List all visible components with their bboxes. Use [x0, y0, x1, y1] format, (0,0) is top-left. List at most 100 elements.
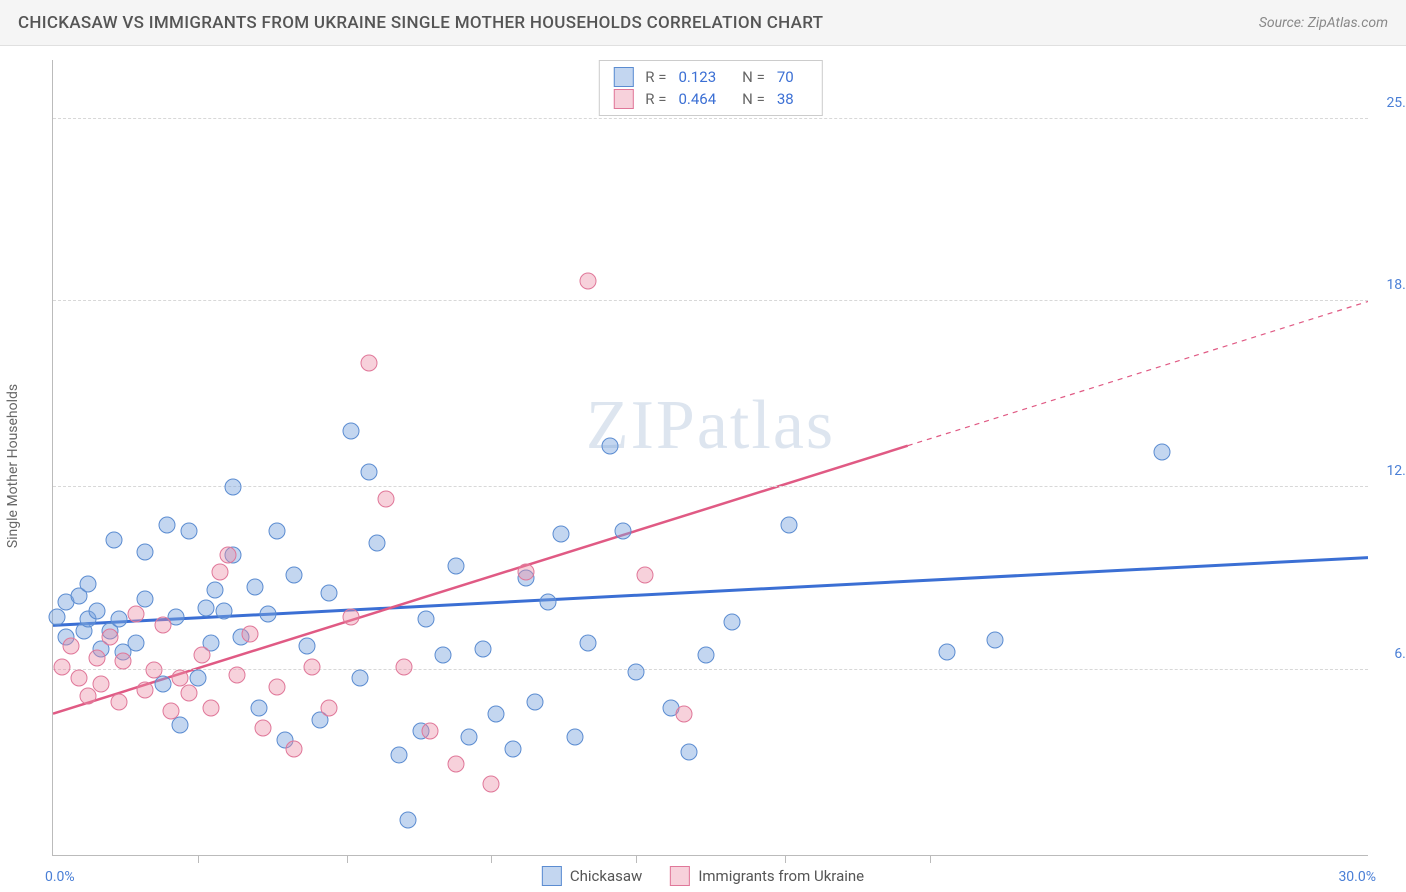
- x-axis-min-label: 0.0%: [45, 869, 75, 885]
- data-point: [93, 676, 110, 693]
- x-tick-mark: [491, 855, 492, 863]
- data-point: [128, 635, 145, 652]
- x-tick-mark: [347, 855, 348, 863]
- data-point: [343, 423, 360, 440]
- x-tick-mark: [785, 855, 786, 863]
- data-point: [540, 593, 557, 610]
- data-point: [395, 658, 412, 675]
- data-point: [400, 811, 417, 828]
- data-point: [527, 693, 544, 710]
- data-point: [80, 576, 97, 593]
- data-point: [987, 632, 1004, 649]
- data-point: [474, 640, 491, 657]
- x-tick-mark: [930, 855, 931, 863]
- series-legend-label: Immigrants from Ukraine: [698, 867, 864, 885]
- data-point: [71, 670, 88, 687]
- data-point: [518, 564, 535, 581]
- n-label: N =: [742, 68, 765, 86]
- data-point: [158, 517, 175, 534]
- y-axis-label: Single Mother Households: [5, 383, 21, 547]
- data-point: [343, 608, 360, 625]
- data-point: [724, 614, 741, 631]
- watermark: ZIPatlas: [586, 386, 835, 466]
- data-point: [211, 564, 228, 581]
- data-point: [180, 523, 197, 540]
- data-point: [483, 776, 500, 793]
- data-point: [286, 741, 303, 758]
- n-value: 38: [777, 90, 794, 108]
- data-point: [198, 599, 215, 616]
- legend-swatch: [542, 866, 562, 886]
- data-point: [202, 699, 219, 716]
- data-point: [553, 526, 570, 543]
- data-point: [128, 605, 145, 622]
- r-label: R =: [645, 90, 666, 108]
- data-point: [636, 567, 653, 584]
- data-point: [448, 755, 465, 772]
- trend-line-extrapolated: [908, 301, 1368, 445]
- data-point: [487, 705, 504, 722]
- chart-header: CHICKASAW VS IMMIGRANTS FROM UKRAINE SIN…: [0, 0, 1406, 46]
- data-point: [321, 584, 338, 601]
- n-value: 70: [777, 68, 794, 86]
- chart-title: CHICKASAW VS IMMIGRANTS FROM UKRAINE SIN…: [18, 13, 823, 33]
- data-point: [110, 693, 127, 710]
- data-point: [448, 558, 465, 575]
- correlation-legend-row: R =0.123N =70: [613, 67, 807, 87]
- data-point: [566, 729, 583, 746]
- gridline: [53, 300, 1368, 301]
- data-point: [351, 670, 368, 687]
- data-point: [88, 602, 105, 619]
- data-point: [286, 567, 303, 584]
- y-tick-label: 12.5%: [1386, 463, 1406, 479]
- source-attribution: Source: ZipAtlas.com: [1259, 15, 1388, 31]
- watermark-thin: atlas: [697, 387, 835, 464]
- plot-region: ZIPatlas Single Mother Households 0.0% 3…: [52, 60, 1368, 856]
- data-point: [435, 646, 452, 663]
- data-point: [1153, 443, 1170, 460]
- data-point: [145, 661, 162, 678]
- data-point: [360, 355, 377, 372]
- data-point: [207, 582, 224, 599]
- data-point: [242, 626, 259, 643]
- data-point: [369, 534, 386, 551]
- data-point: [259, 605, 276, 622]
- data-point: [246, 579, 263, 596]
- x-axis-max-label: 30.0%: [1338, 869, 1376, 885]
- data-point: [698, 646, 715, 663]
- data-point: [137, 682, 154, 699]
- data-point: [579, 635, 596, 652]
- legend-swatch: [670, 866, 690, 886]
- data-point: [421, 723, 438, 740]
- data-point: [172, 717, 189, 734]
- data-point: [299, 637, 316, 654]
- data-point: [268, 679, 285, 696]
- series-legend: Chickasaw Immigrants from Ukraine: [542, 866, 864, 886]
- data-point: [88, 649, 105, 666]
- series-legend-item: Chickasaw: [542, 866, 642, 886]
- data-point: [49, 608, 66, 625]
- data-point: [80, 688, 97, 705]
- data-point: [53, 658, 70, 675]
- data-point: [154, 617, 171, 634]
- data-point: [939, 643, 956, 660]
- data-point: [391, 746, 408, 763]
- data-point: [461, 729, 478, 746]
- legend-swatch: [613, 89, 633, 109]
- data-point: [614, 523, 631, 540]
- data-point: [110, 611, 127, 628]
- series-legend-item: Immigrants from Ukraine: [670, 866, 864, 886]
- data-point: [680, 743, 697, 760]
- data-point: [215, 602, 232, 619]
- correlation-legend: R =0.123N =70R =0.464N =38: [598, 60, 822, 116]
- data-point: [62, 637, 79, 654]
- data-point: [224, 478, 241, 495]
- data-point: [268, 523, 285, 540]
- chart-area: ZIPatlas Single Mother Households 0.0% 3…: [0, 46, 1406, 892]
- r-value: 0.464: [678, 90, 716, 108]
- data-point: [180, 685, 197, 702]
- x-tick-mark: [636, 855, 637, 863]
- legend-swatch: [613, 67, 633, 87]
- x-tick-mark: [198, 855, 199, 863]
- data-point: [321, 699, 338, 716]
